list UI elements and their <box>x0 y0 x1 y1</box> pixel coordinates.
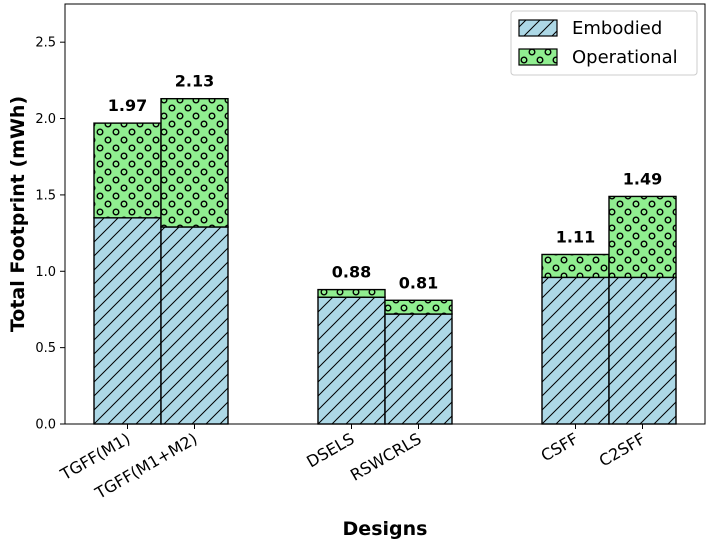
bar-embodied-5 <box>608 276 677 425</box>
total-label: 2.13 <box>175 72 214 91</box>
total-label: 1.97 <box>108 96 147 115</box>
y-tick-label: 1.5 <box>35 188 56 203</box>
bar-embodied-1 <box>160 226 229 425</box>
bar-embodied-4 <box>541 276 610 425</box>
legend-label-embodied: Embodied <box>572 18 662 39</box>
total-label: 0.88 <box>332 263 371 282</box>
bar-operational-1 <box>160 97 229 228</box>
x-tick-label: CSFF <box>538 429 582 465</box>
bar-operational-2 <box>317 288 386 298</box>
y-axis-title: Total Footprint (mWh) <box>7 96 29 332</box>
bar-operational-4 <box>541 253 610 279</box>
y-tick-label: 1.0 <box>35 265 56 280</box>
bars: 1.97 2.13 0.88 0.81 1.11 1.49 <box>93 72 677 425</box>
y-tick-label: 2.5 <box>35 36 56 51</box>
total-label: 0.81 <box>399 273 438 292</box>
bar-operational-0 <box>93 122 162 219</box>
y-tick-label: 0.0 <box>35 418 56 433</box>
bar-embodied-2 <box>317 296 386 425</box>
y-axis: 0.0 0.5 1.0 1.5 2.0 2.5 Total Footprint (mWh) <box>7 36 65 433</box>
legend-label-operational: Operational <box>572 47 678 68</box>
x-axis-title: Designs <box>343 518 428 540</box>
bar-embodied-3 <box>384 313 453 425</box>
total-label: 1.11 <box>556 227 595 246</box>
x-tick-label: RSWCRLS <box>347 429 424 485</box>
x-tick-label: DSELS <box>303 429 357 471</box>
bar-operational-3 <box>384 299 453 315</box>
y-tick-label: 2.0 <box>35 112 56 127</box>
legend-swatch-embodied <box>518 19 558 37</box>
bar-operational-5 <box>608 195 677 279</box>
legend: Embodied Operational <box>510 10 698 76</box>
y-tick-label: 0.5 <box>35 341 56 356</box>
legend-swatch-operational <box>518 48 558 66</box>
total-label: 1.49 <box>623 169 662 188</box>
x-tick-label: C2SFF <box>596 429 649 470</box>
bar-embodied-0 <box>93 217 162 425</box>
